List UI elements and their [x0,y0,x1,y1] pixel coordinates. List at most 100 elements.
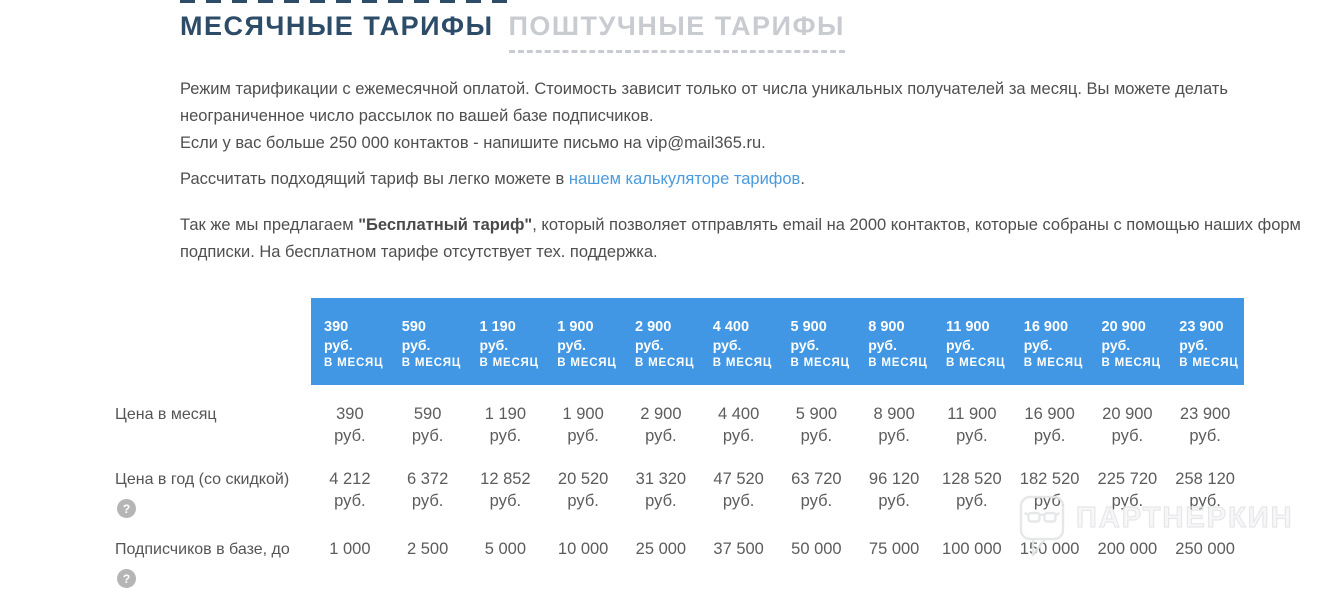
plan-period: в месяц [557,357,617,369]
yearly-price-value: 31 320 [635,470,687,488]
row-label-yearly-text: Цена в год (со скидкой) [115,471,290,488]
plan-price: 1 190 [479,319,516,335]
plan-price: 590 [401,319,426,335]
row-label-monthly-price: Цена в месяц [115,405,310,425]
free-plan-name: "Бесплатный тариф" [358,216,533,234]
plan-period: в месяц [401,357,462,369]
monthly-price-cell: 11 900 руб. [933,403,1011,447]
yearly-price-cell: 6 372 руб. [389,468,467,512]
plan-period: в месяц [1179,357,1239,369]
subscribers-cell: 250 000 [1166,538,1244,560]
plan-header-cell: 16 900 руб. в месяц [1011,298,1089,385]
yearly-price-value: 128 520 [942,470,1002,488]
subscribers-cell: 100 000 [933,538,1011,560]
row-values-subscribers: 1 000 2 500 5 000 10 000 25 000 37 500 [311,538,1244,560]
monthly-price-cell: 1 900 руб. [544,403,622,447]
yearly-price-value: 182 520 [1019,470,1080,488]
yearly-price-cell: 63 720 руб. [778,468,856,512]
intro-section: Режим тарификации с ежемесячной оплатой.… [180,76,1312,275]
subscribers-value: 37 500 [713,540,764,558]
plan-currency: руб. [557,337,586,353]
monthly-price-value: 1 900 [562,405,604,423]
plan-header-cell: 2 900 руб. в месяц [622,298,700,385]
plan-period: в месяц [1101,357,1161,369]
monthly-price-cell: 8 900 руб. [855,403,933,447]
plan-period: в месяц [946,357,1006,369]
monthly-price-currency: руб. [334,427,366,445]
subscribers-help-icon[interactable]: ? [117,569,136,588]
monthly-price-cell: 1 190 руб. [467,403,545,447]
yearly-price-currency: руб. [722,492,755,510]
top-dashed-divider [180,0,512,3]
monthly-price-cell: 4 400 руб. [700,403,778,447]
tab-monthly-tariffs[interactable]: МЕСЯЧНЫЕ ТАРИФЫ [180,11,494,41]
subscribers-cell: 1 000 [311,538,389,560]
subscribers-value: 5 000 [484,540,527,558]
monthly-price-value: 1 190 [484,405,527,423]
subscribers-value: 25 000 [635,540,687,558]
row-values-yearly-price: 4 212 руб. 6 372 руб. 12 852 руб. 20 520… [311,468,1244,512]
plan-currency: руб. [868,337,897,353]
plan-currency: руб. [401,337,431,353]
yearly-price-cell: 128 520 руб. [933,468,1011,512]
monthly-price-value: 4 400 [717,405,760,423]
plan-price: 20 900 [1101,319,1146,335]
yearly-price-currency: руб. [800,492,833,510]
yearly-help-icon[interactable]: ? [117,499,136,518]
yearly-price-currency: руб. [645,492,677,510]
monthly-price-currency: руб. [1111,427,1144,445]
plan-price: 23 900 [1179,319,1224,335]
yearly-price-cell: 4 212 руб. [311,468,389,512]
plan-header-cell: 1 900 руб. в месяц [544,298,622,385]
row-label-subscribers-text: Подписчиков в базе, до [115,541,290,558]
yearly-price-currency: руб. [1189,492,1221,510]
plan-currency: руб. [1101,337,1131,353]
plan-currency: руб. [1023,337,1053,353]
plan-header-cell: 590 руб. в месяц [389,298,467,385]
plan-header-cell: 11 900 руб. в месяц [933,298,1011,385]
plan-price: 5 900 [790,319,827,335]
yearly-price-currency: руб. [411,492,444,510]
plan-currency: руб. [1179,337,1208,353]
intro-paragraph: Режим тарификации с ежемесячной оплатой.… [180,76,1312,157]
free-plan-paragraph: Так же мы предлагаем "Бесплатный тариф",… [180,212,1312,266]
subscribers-cell: 5 000 [467,538,545,560]
plan-currency: руб. [790,337,820,353]
subscribers-value: 200 000 [1097,540,1158,558]
subscribers-value: 2 500 [406,540,449,558]
yearly-price-cell: 12 852 руб. [467,468,545,512]
plan-period: в месяц [868,357,928,369]
yearly-price-currency: руб. [489,492,522,510]
row-label-subscribers: Подписчиков в базе, до ? [115,540,310,588]
yearly-price-currency: руб. [1033,492,1066,510]
plan-period: в месяц [712,357,773,369]
subscribers-cell: 150 000 [1011,538,1089,560]
plan-header-cell: 4 400 руб. в месяц [700,298,778,385]
subscribers-cell: 50 000 [778,538,856,560]
monthly-price-value: 2 900 [640,405,682,423]
yearly-price-cell: 96 120 руб. [855,468,933,512]
calculator-link[interactable]: нашем калькуляторе тарифов [568,170,801,188]
tab-per-unit-tariffs[interactable]: ПОШТУЧНЫЕ ТАРИФЫ [508,9,845,53]
plan-header-cell: 8 900 руб. в месяц [855,298,933,385]
monthly-price-value: 20 900 [1102,405,1153,423]
plan-header-cell: 1 190 руб. в месяц [467,298,545,385]
plan-currency: руб. [324,337,353,353]
free-plan-text-suffix: , который позволяет отправлять email на … [180,216,1301,261]
monthly-price-currency: руб. [489,427,522,445]
monthly-price-currency: руб. [645,427,677,445]
tariff-tabs: МЕСЯЧНЫЕ ТАРИФЫ ПОШТУЧНЫЕ ТАРИФЫ [180,9,845,53]
monthly-price-cell: 20 900 руб. [1089,403,1167,447]
monthly-price-value: 8 900 [873,405,915,423]
row-label-yearly-price: Цена в год (со скидкой) ? [115,470,310,518]
monthly-price-value: 16 900 [1024,405,1075,423]
monthly-price-currency: руб. [411,427,444,445]
yearly-price-value: 96 120 [868,470,920,488]
plan-period: в месяц [324,357,384,369]
monthly-price-value: 590 [413,405,442,423]
monthly-price-currency: руб. [722,427,755,445]
plan-price: 16 900 [1023,319,1069,335]
plan-period: в месяц [635,357,695,369]
monthly-price-value: 11 900 [947,405,997,423]
